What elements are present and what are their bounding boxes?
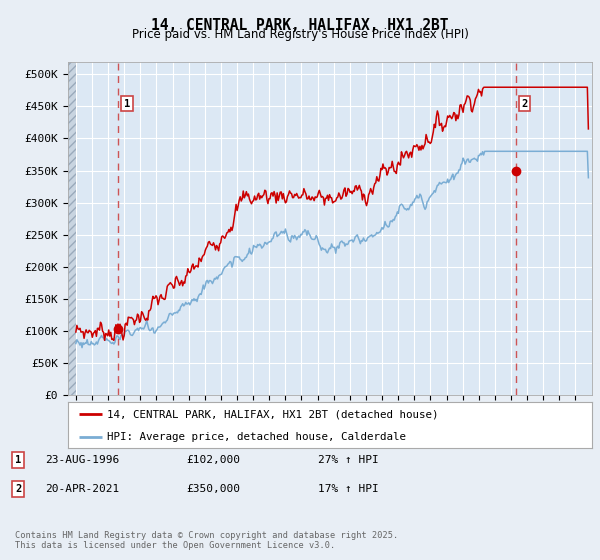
Text: 1: 1 bbox=[15, 455, 21, 465]
Bar bbox=[68, 62, 76, 395]
Text: 1: 1 bbox=[124, 99, 130, 109]
Text: Price paid vs. HM Land Registry's House Price Index (HPI): Price paid vs. HM Land Registry's House … bbox=[131, 28, 469, 41]
Text: 14, CENTRAL PARK, HALIFAX, HX1 2BT (detached house): 14, CENTRAL PARK, HALIFAX, HX1 2BT (deta… bbox=[107, 409, 439, 419]
Text: £102,000: £102,000 bbox=[186, 455, 240, 465]
Text: £350,000: £350,000 bbox=[186, 484, 240, 494]
Text: 23-AUG-1996: 23-AUG-1996 bbox=[45, 455, 119, 465]
Text: 27% ↑ HPI: 27% ↑ HPI bbox=[318, 455, 379, 465]
Text: 17% ↑ HPI: 17% ↑ HPI bbox=[318, 484, 379, 494]
Text: HPI: Average price, detached house, Calderdale: HPI: Average price, detached house, Cald… bbox=[107, 432, 406, 441]
Text: Contains HM Land Registry data © Crown copyright and database right 2025.
This d: Contains HM Land Registry data © Crown c… bbox=[15, 530, 398, 550]
Text: 2: 2 bbox=[521, 99, 527, 109]
Text: 14, CENTRAL PARK, HALIFAX, HX1 2BT: 14, CENTRAL PARK, HALIFAX, HX1 2BT bbox=[151, 18, 449, 33]
Text: 20-APR-2021: 20-APR-2021 bbox=[45, 484, 119, 494]
Text: 2: 2 bbox=[15, 484, 21, 494]
